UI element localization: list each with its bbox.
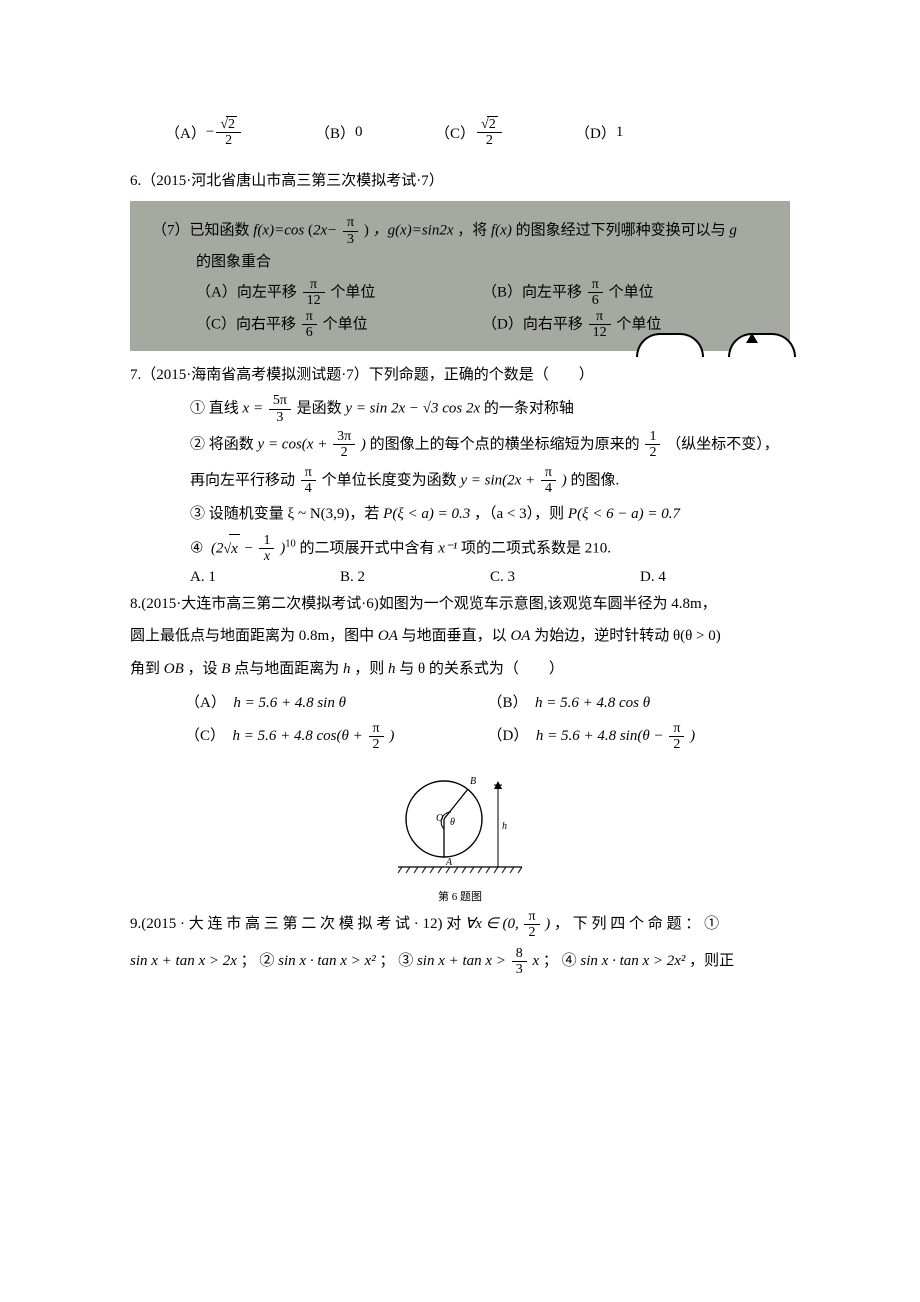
circled-1b: ① (704, 916, 719, 932)
q6-body-line2: 的图象重合 (152, 247, 768, 277)
label-A: A (445, 857, 453, 868)
label-B: B (470, 776, 476, 787)
circled-4: ④ (190, 540, 203, 556)
circled-4b: ④ (562, 953, 577, 969)
q7-statement-3: ③ 设随机变量 ξ ~ N(3,9)，若 P(ξ < a) = 0.3 ，（a … (130, 500, 790, 529)
q5-option-c: （C） 2 2 (435, 116, 575, 149)
circled-1: ① (190, 400, 205, 416)
neg-sign: − (206, 124, 214, 141)
q6-scan-block: （7）已知函数 f(x)=cos (2x− π3 ) ，g(x)=sin2x ，… (130, 201, 790, 350)
q7-option-a: A. 1 (190, 569, 340, 586)
option-label: （B） (315, 122, 355, 143)
label-h: h (502, 821, 507, 832)
q9-body: sin x + tan x > 2x ； ② sin x · tan x > x… (130, 945, 790, 978)
q8-line2: 圆上最低点与地面距离为 0.8m，图中 OA 与地面垂直，以 OA 为始边，逆时… (130, 622, 790, 651)
q8-heading: 8.(2015·大连市高三第二次模拟考试·6)如图为一个观览车示意图,该观览车圆… (130, 590, 790, 619)
label-O: O (436, 813, 443, 824)
q8-figure-caption: 第 6 题图 (130, 888, 790, 904)
q8-option-a: （A） h = 5.6 + 4.8 sin θ (185, 687, 488, 720)
q8-options-row1: （A） h = 5.6 + 4.8 sin θ （B） h = 5.6 + 4.… (130, 687, 790, 720)
q6-body-line1: （7）已知函数 f(x)=cos (2x− π3 ) ，g(x)=sin2x ，… (152, 215, 768, 247)
q6-options-row1: （A）向左平移 π12 个单位 （B）向左平移 π6 个单位 (152, 277, 768, 309)
q9-heading: 9.(2015 · 大 连 市 高 三 第 二 次 模 拟 考 试 · 12) … (130, 908, 790, 941)
q8-option-c: （C） h = 5.6 + 4.8 cos(θ + π2 ) (185, 720, 488, 753)
q8-option-b: （B） h = 5.6 + 4.8 cos θ (488, 687, 791, 720)
q7-options: A. 1 B. 2 C. 3 D. 4 (130, 569, 790, 586)
q8-figure: B O θ A h 第 6 题图 (130, 771, 790, 904)
q6-heading: 6.（2015·河北省唐山市高三第三次模拟考试·7） (130, 167, 790, 196)
q5-options: （A） − 2 2 （B） 0 （C） 2 2 （D） 1 (130, 116, 790, 149)
option-value: 0 (355, 124, 363, 141)
q5-option-b: （B） 0 (315, 116, 435, 149)
circled-2: ② (190, 436, 205, 452)
q7-option-c: C. 3 (490, 569, 640, 586)
scan-artifact-arcs (636, 333, 796, 357)
option-value: 1 (616, 124, 624, 141)
fraction: 2 2 (216, 116, 241, 149)
q7-heading: 7.（2015·海南省高考模拟测试题·7）下列命题，正确的个数是（ ） (130, 361, 790, 390)
label-theta: θ (450, 817, 455, 828)
q6-option-b: （B）向左平移 π6 个单位 (482, 277, 768, 309)
q6-option-c: （C）向右平移 π6 个单位 (196, 309, 482, 341)
q7-statement-2b: 再向左平行移动 π4 个单位长度变为函数 y = sin(2x + π4 ) 的… (130, 465, 790, 497)
q7-statement-2a: ② 将函数 y = cos(x + 3π2 ) 的图像上的每个点的横坐标缩短为原… (130, 429, 790, 461)
option-label: （C） (435, 122, 475, 143)
q7-statement-1: ① 直线 x = 5π3 是函数 y = sin 2x − √3 cos 2x … (130, 393, 790, 425)
q5-option-d: （D） 1 (575, 116, 623, 149)
q8-option-d: （D） h = 5.6 + 4.8 sin(θ − π2 ) (488, 720, 791, 753)
q7-statement-4: ④ (2x − 1x )10 的二项展开式中含有 x⁻¹ 项的二项式系数是 21… (130, 533, 790, 565)
q7-option-d: D. 4 (640, 569, 790, 586)
q8-line3: 角到 OB ，设 B 点与地面距离为 h ，则 h 与 θ 的关系式为（ ） (130, 655, 790, 684)
circled-3b: ③ (398, 953, 413, 969)
wheel-diagram-icon: B O θ A h (390, 771, 530, 881)
circled-2b: ② (259, 953, 274, 969)
scan-artifact-arrow (746, 333, 758, 343)
q8-options-row2: （C） h = 5.6 + 4.8 cos(θ + π2 ) （D） h = 5… (130, 720, 790, 753)
fraction: 2 2 (477, 116, 502, 149)
option-label: （D） (575, 122, 616, 143)
q7-option-b: B. 2 (340, 569, 490, 586)
q6-option-a: （A）向左平移 π12 个单位 (196, 277, 482, 309)
q5-option-a: （A） − 2 2 (165, 116, 315, 149)
circled-3: ③ (190, 506, 205, 522)
option-label: （A） (165, 122, 206, 143)
